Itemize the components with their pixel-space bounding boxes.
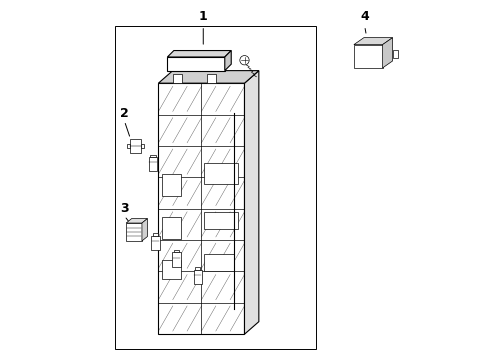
Text: 1: 1	[199, 10, 207, 23]
Bar	[203, 212, 238, 229]
Bar	[172, 252, 180, 267]
Bar	[353, 45, 382, 68]
Polygon shape	[244, 71, 258, 334]
Bar	[167, 57, 224, 71]
Bar	[158, 83, 244, 334]
Bar	[126, 223, 142, 241]
Bar	[207, 74, 216, 83]
Bar	[153, 233, 158, 235]
Polygon shape	[126, 219, 147, 223]
Polygon shape	[142, 219, 147, 241]
Polygon shape	[382, 38, 392, 68]
Bar	[195, 267, 200, 270]
Bar	[151, 235, 160, 250]
Polygon shape	[224, 50, 231, 71]
Bar	[115, 26, 316, 348]
Text: 4: 4	[360, 10, 368, 23]
Circle shape	[239, 55, 249, 65]
Bar	[162, 260, 181, 279]
Bar	[203, 254, 234, 271]
Bar	[150, 154, 155, 157]
Bar	[126, 144, 129, 148]
Bar	[193, 270, 202, 284]
Bar	[392, 50, 397, 58]
Text: 2: 2	[120, 107, 128, 120]
Polygon shape	[167, 50, 231, 57]
Bar	[140, 144, 143, 148]
Bar	[173, 250, 179, 252]
Bar	[203, 163, 238, 184]
Bar	[162, 217, 181, 239]
Bar	[129, 139, 140, 153]
Polygon shape	[353, 38, 392, 45]
Bar	[148, 157, 157, 171]
Bar	[173, 74, 182, 83]
Polygon shape	[158, 71, 258, 83]
Bar	[162, 174, 181, 196]
Text: 3: 3	[120, 202, 128, 215]
